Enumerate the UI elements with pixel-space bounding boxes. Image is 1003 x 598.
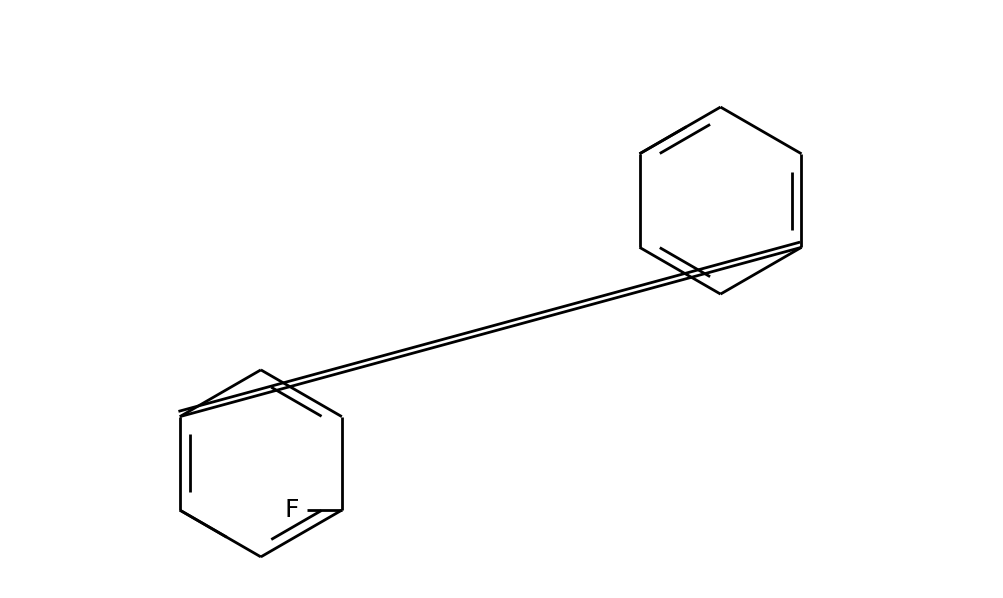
Text: F: F <box>285 498 299 522</box>
